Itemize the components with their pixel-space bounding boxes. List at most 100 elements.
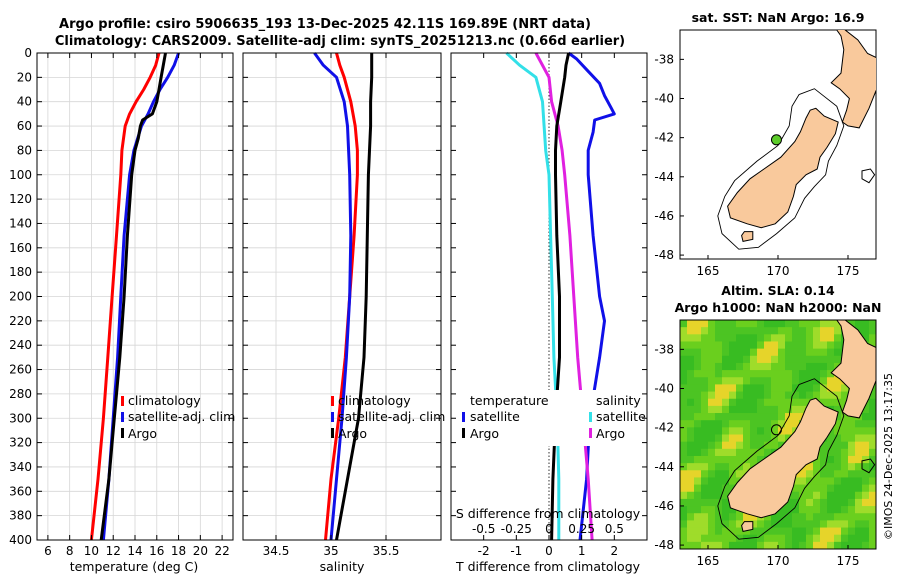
- sla-cell: [778, 377, 786, 385]
- sla-cell: [862, 506, 870, 514]
- sla-cell: [841, 413, 849, 421]
- sla-cell: [869, 441, 876, 450]
- sla-cell: [848, 448, 856, 457]
- sla-cell: [764, 413, 772, 421]
- sla-cell: [687, 398, 695, 407]
- legend-label-t-argo: Argo: [470, 426, 499, 441]
- sla-cell: [820, 527, 828, 536]
- sla-cell: [687, 384, 695, 393]
- sla-cell: [687, 491, 695, 500]
- sla-cell: [680, 427, 688, 435]
- sla-cell: [820, 398, 828, 407]
- sla-cell: [806, 391, 814, 400]
- offshore-contour: [861, 458, 876, 474]
- sla-cell: [834, 377, 842, 385]
- sla-cell: [778, 370, 786, 378]
- sla-cell: [729, 413, 737, 421]
- sla-cell: [771, 534, 779, 543]
- sla-cell: [736, 355, 744, 364]
- sla-cell: [820, 477, 828, 486]
- sla-cell: [785, 391, 793, 400]
- sla-cell: [771, 541, 779, 549]
- map-x-tick-label: 170: [767, 264, 790, 278]
- sla-cell: [806, 527, 814, 536]
- legend-label-s-argo: Argo: [596, 426, 625, 441]
- sla-cell: [778, 348, 786, 357]
- sla-cell: [708, 484, 716, 493]
- sla-cell: [701, 470, 709, 478]
- sla-cell: [687, 477, 695, 486]
- sla-cell: [708, 384, 716, 393]
- sla-cell: [764, 355, 772, 364]
- sla-cell: [729, 377, 737, 385]
- x-tick-label: 6: [44, 544, 52, 558]
- sla-cell: [743, 362, 751, 371]
- sla-cell: [806, 384, 814, 393]
- sla-cell: [806, 341, 814, 350]
- sla-cell: [869, 491, 876, 500]
- sla-cell: [750, 527, 758, 536]
- sla-cell: [687, 370, 695, 378]
- x-tick-label: 1: [578, 544, 586, 558]
- sla-cell: [778, 506, 786, 514]
- sla-cell: [757, 448, 765, 457]
- y-tick-label: 100: [9, 168, 32, 182]
- sla-cell: [680, 348, 688, 357]
- sla-cell: [694, 327, 702, 335]
- sla-cell: [827, 534, 835, 543]
- sla-cell: [701, 477, 709, 486]
- sla-cell: [827, 491, 835, 500]
- map-y-tick-label: -38: [654, 52, 674, 66]
- legend-label-climatology: climatology: [338, 393, 411, 408]
- sla-cell: [869, 498, 876, 507]
- sla-cell: [680, 534, 688, 543]
- sla-cell: [855, 534, 863, 543]
- sla-cell: [813, 355, 821, 364]
- sla-cell: [827, 484, 835, 493]
- sla-cell: [813, 477, 821, 486]
- sla-cell: [701, 413, 709, 421]
- sla-cell: [848, 484, 856, 493]
- sla-cell: [834, 477, 842, 486]
- sla-cell: [743, 513, 751, 521]
- sla-cell: [694, 377, 702, 385]
- sla-cell: [715, 398, 723, 407]
- sla-cell: [729, 506, 737, 514]
- sla-cell: [799, 391, 807, 400]
- sla-cell: [750, 420, 758, 428]
- map-y-tick-label: -38: [654, 342, 674, 356]
- sla-cell: [722, 377, 730, 385]
- sla-cell: [841, 520, 849, 529]
- sla-cell: [715, 541, 723, 549]
- sla-cell: [708, 320, 716, 328]
- sla-cell: [729, 527, 737, 536]
- sla-cell: [820, 370, 828, 378]
- temperature-panel: 6 8 10 12 14 16 18 20 22020406080100120140160180…: [9, 46, 234, 558]
- sla-cell: [834, 413, 842, 421]
- sla-cell: [813, 520, 821, 529]
- map-y-tick-label: -48: [654, 538, 674, 552]
- sla-cell: [680, 513, 688, 521]
- s-difference-xlabel: S difference from climatology: [456, 506, 641, 521]
- salinity-panel: 34.5 35 35.5: [242, 52, 442, 558]
- sla-cell: [722, 455, 730, 464]
- y-tick-label: 60: [17, 119, 32, 133]
- sla-cell: [827, 327, 835, 335]
- sla-cell: [708, 541, 716, 549]
- south-island: [727, 107, 839, 229]
- sla-cell: [799, 498, 807, 507]
- sla-cell: [757, 327, 765, 335]
- legend-swatch-t-argo: [462, 428, 465, 438]
- sla-cell: [855, 470, 863, 478]
- y-tick-label: 360: [9, 484, 32, 498]
- x-tick-label: 12: [106, 544, 121, 558]
- sla-cell: [855, 463, 863, 471]
- sla-cell: [715, 405, 723, 414]
- sla-cell: [722, 513, 730, 521]
- sla-cell: [771, 327, 779, 335]
- sla-cell: [687, 341, 695, 350]
- sla-cell: [785, 498, 793, 507]
- sla-cell: [701, 405, 709, 414]
- difference-panel: -2 -1 0 1 2 -0.5 -0.25 0 0.25 0.5: [450, 51, 648, 558]
- sla-cell: [771, 341, 779, 350]
